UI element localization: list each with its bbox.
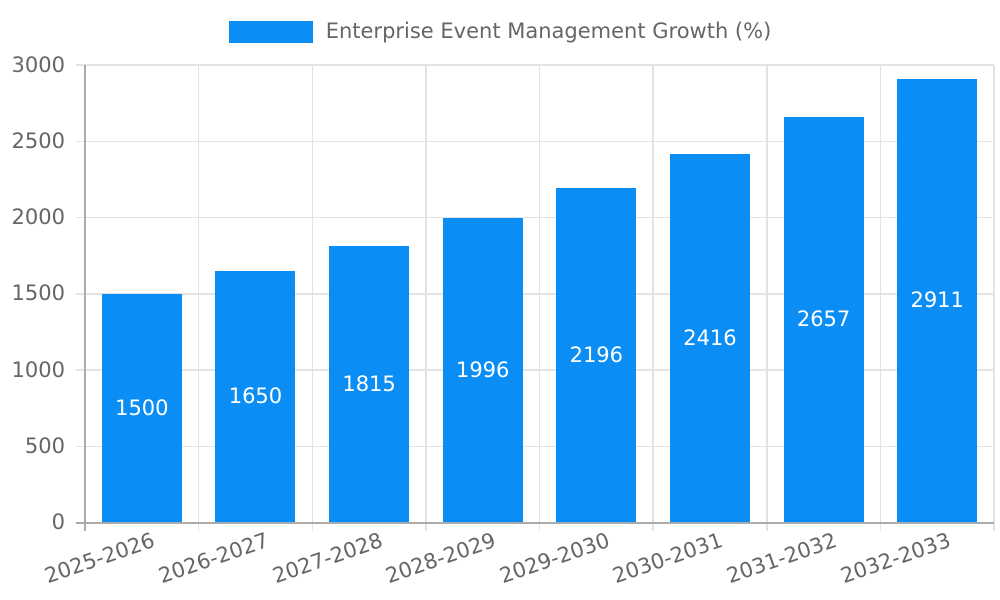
y-tick-mark bbox=[76, 140, 85, 142]
x-gridline bbox=[993, 65, 995, 531]
bar[interactable] bbox=[329, 245, 410, 523]
bar[interactable] bbox=[556, 187, 637, 523]
bar[interactable] bbox=[669, 154, 750, 523]
x-tick-label: 2029-2030 bbox=[496, 527, 613, 588]
y-tick-label: 0 bbox=[51, 510, 65, 534]
y-axis-line bbox=[84, 65, 86, 531]
y-tick-mark bbox=[76, 369, 85, 371]
x-tick-label: 2031-2032 bbox=[723, 527, 840, 588]
legend-label: Enterprise Event Management Growth (%) bbox=[325, 19, 772, 43]
x-gridline bbox=[879, 65, 882, 531]
x-gridline bbox=[766, 65, 768, 531]
bar[interactable] bbox=[897, 78, 978, 523]
bar[interactable] bbox=[442, 218, 523, 523]
y-tick-label: 1000 bbox=[11, 357, 65, 382]
y-tick-mark bbox=[76, 216, 85, 219]
x-tick-label: 2025-2026 bbox=[41, 527, 158, 588]
x-gridline bbox=[311, 65, 313, 531]
legend[interactable]: Enterprise Event Management Growth (%) bbox=[0, 19, 1000, 44]
y-tick-label: 3000 bbox=[11, 52, 65, 77]
x-axis-line bbox=[76, 521, 994, 524]
x-tick-label: 2026-2027 bbox=[155, 527, 272, 588]
plot-area: 0 500 1000 1500 2000 2500 3000 1500 1650 1815 1996… bbox=[12, 54, 995, 588]
x-tick-label: 2032-2033 bbox=[837, 527, 954, 588]
bar[interactable] bbox=[783, 117, 864, 523]
y-tick-label: 2500 bbox=[11, 128, 65, 153]
y-tick-mark bbox=[76, 293, 85, 295]
y-tick-label: 1500 bbox=[11, 281, 65, 306]
x-gridline bbox=[652, 65, 654, 531]
x-gridline bbox=[197, 65, 200, 531]
legend-swatch-icon bbox=[228, 20, 313, 43]
y-tick-mark bbox=[76, 445, 85, 447]
x-tick-label: 2027-2028 bbox=[269, 527, 386, 588]
y-tick-mark bbox=[76, 64, 85, 66]
x-gridline bbox=[425, 65, 427, 531]
x-gridline bbox=[538, 65, 541, 531]
y-tick-label: 2000 bbox=[11, 205, 65, 229]
bar[interactable] bbox=[101, 293, 182, 523]
x-tick-label: 2028-2029 bbox=[382, 527, 499, 588]
y-tick-label: 500 bbox=[24, 433, 65, 458]
x-tick-label: 2030-2031 bbox=[610, 527, 727, 588]
bar[interactable] bbox=[215, 270, 296, 523]
